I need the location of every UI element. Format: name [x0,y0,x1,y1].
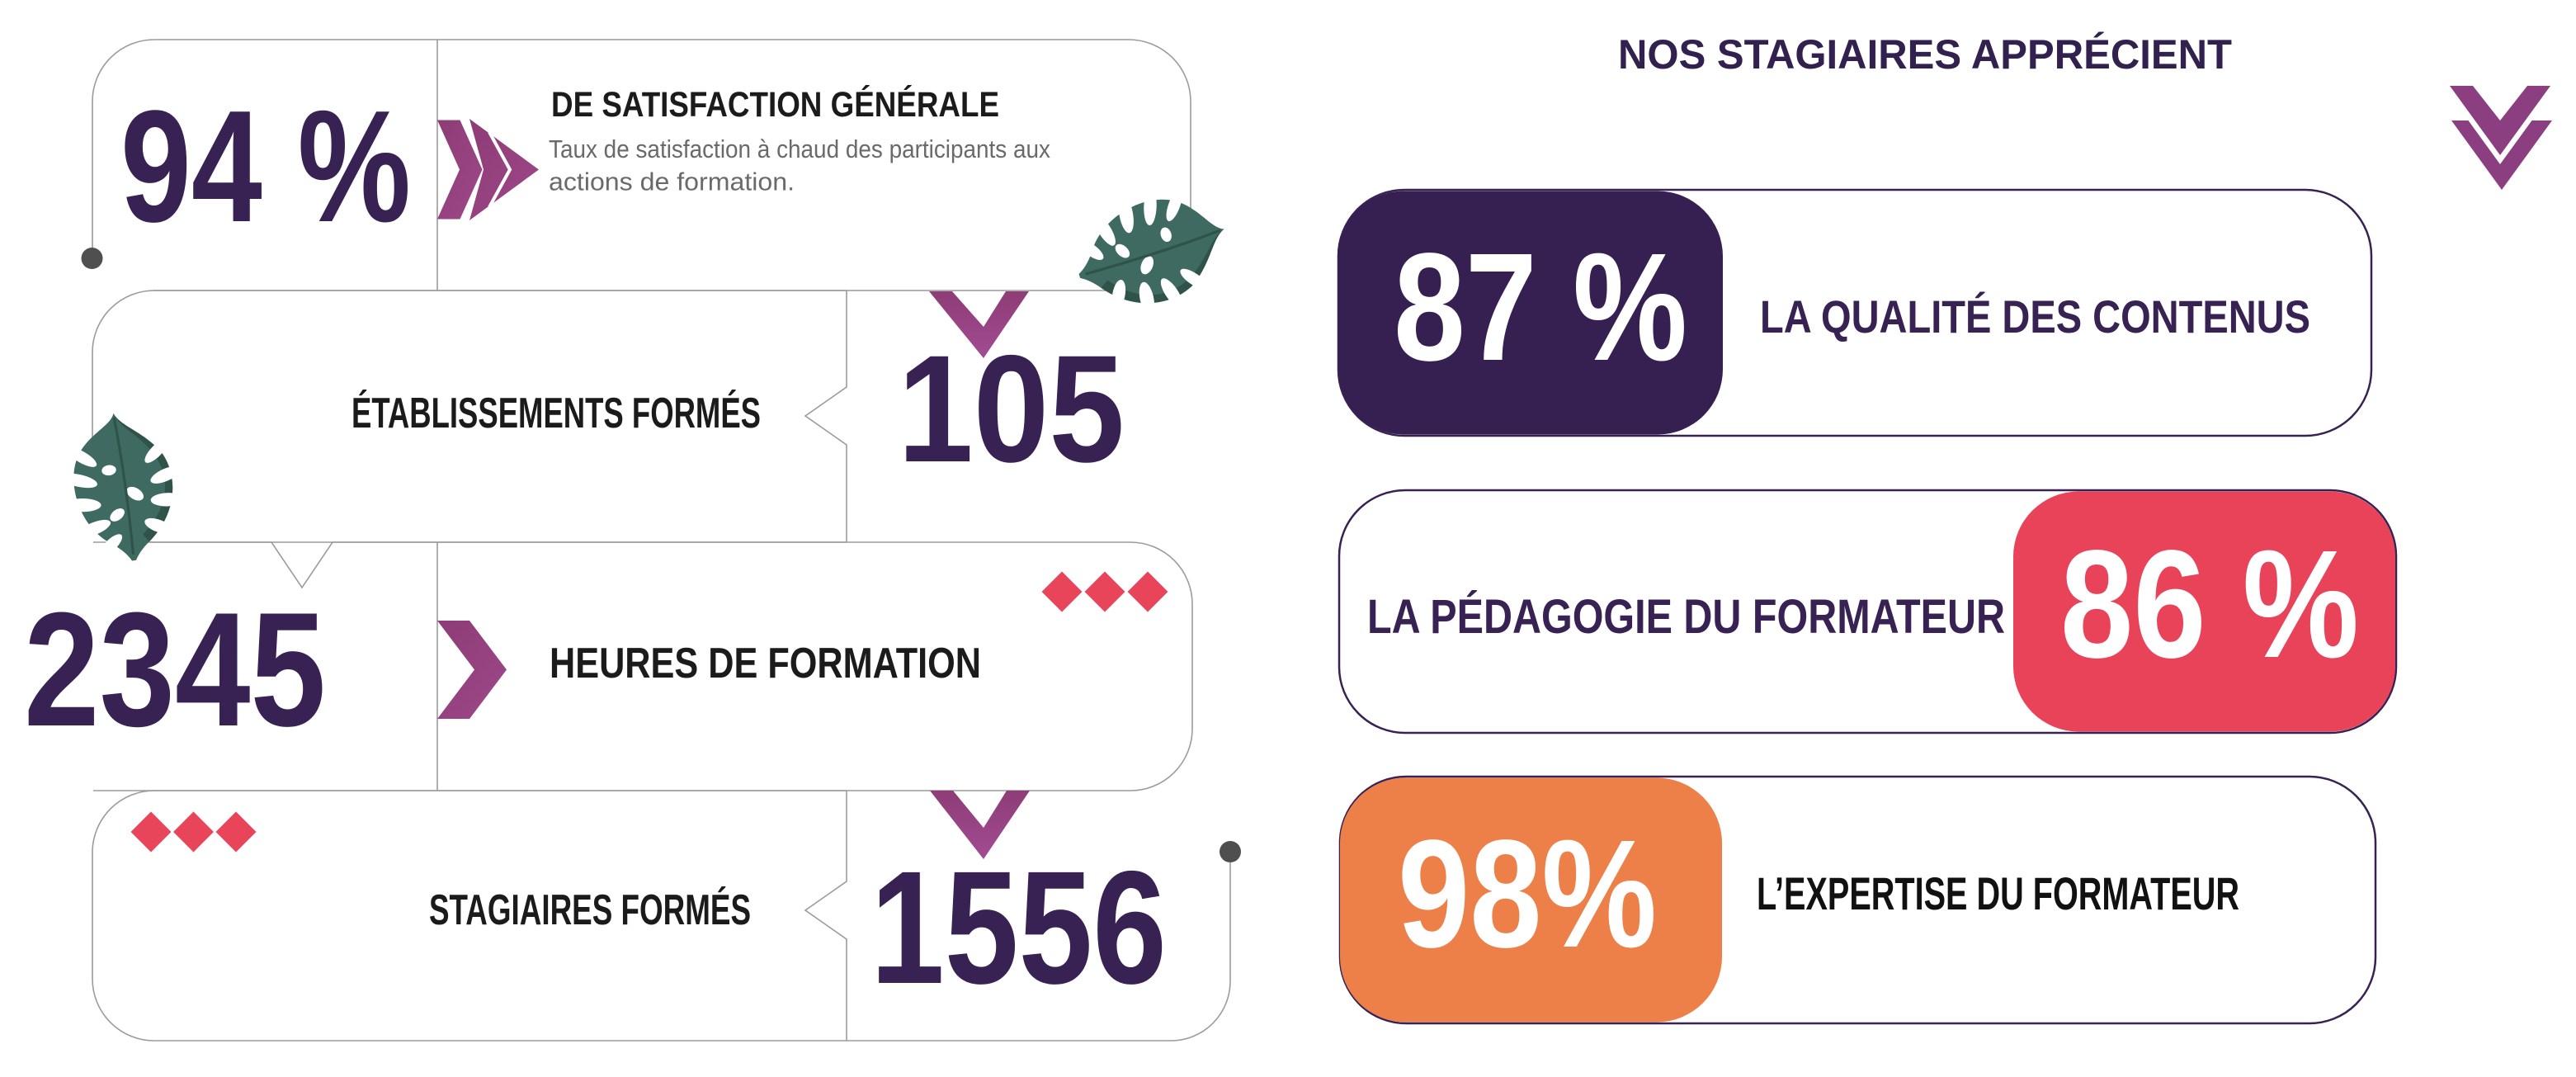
svg-text:86 %: 86 % [2060,519,2359,690]
svg-text:HEURES DE FORMATION: HEURES DE FORMATION [550,640,981,687]
svg-text:L’EXPERTISE DU FORMATEUR: L’EXPERTISE DU FORMATEUR [1757,867,2239,919]
svg-text:LA PÉDAGOGIE DU FORMATEUR: LA PÉDAGOGIE DU FORMATEUR [1367,590,2005,644]
svg-text:actions de formation.: actions de formation. [549,168,795,196]
svg-text:ÉTABLISSEMENTS FORMÉS: ÉTABLISSEMENTS FORMÉS [351,390,761,437]
svg-text:1556: 1556 [870,838,1167,1018]
svg-text:STAGIAIRES FORMÉS: STAGIAIRES FORMÉS [429,886,751,934]
svg-text:DE SATISFACTION GÉNÉRALE: DE SATISFACTION GÉNÉRALE [551,85,999,125]
svg-text:98%: 98% [1398,809,1657,980]
svg-text:87 %: 87 % [1394,222,1687,393]
svg-text:LA QUALITÉ DES CONTENUS: LA QUALITÉ DES CONTENUS [1760,291,2310,342]
svg-text:94 %: 94 % [120,77,411,255]
svg-text:2345: 2345 [24,579,326,760]
svg-text:Taux de satisfaction à chaud d: Taux de satisfaction à chaud des partici… [549,135,1050,163]
svg-text:NOS STAGIAIRES APPRÉCIENT: NOS STAGIAIRES APPRÉCIENT [1618,31,2232,78]
svg-text:105: 105 [898,324,1125,494]
